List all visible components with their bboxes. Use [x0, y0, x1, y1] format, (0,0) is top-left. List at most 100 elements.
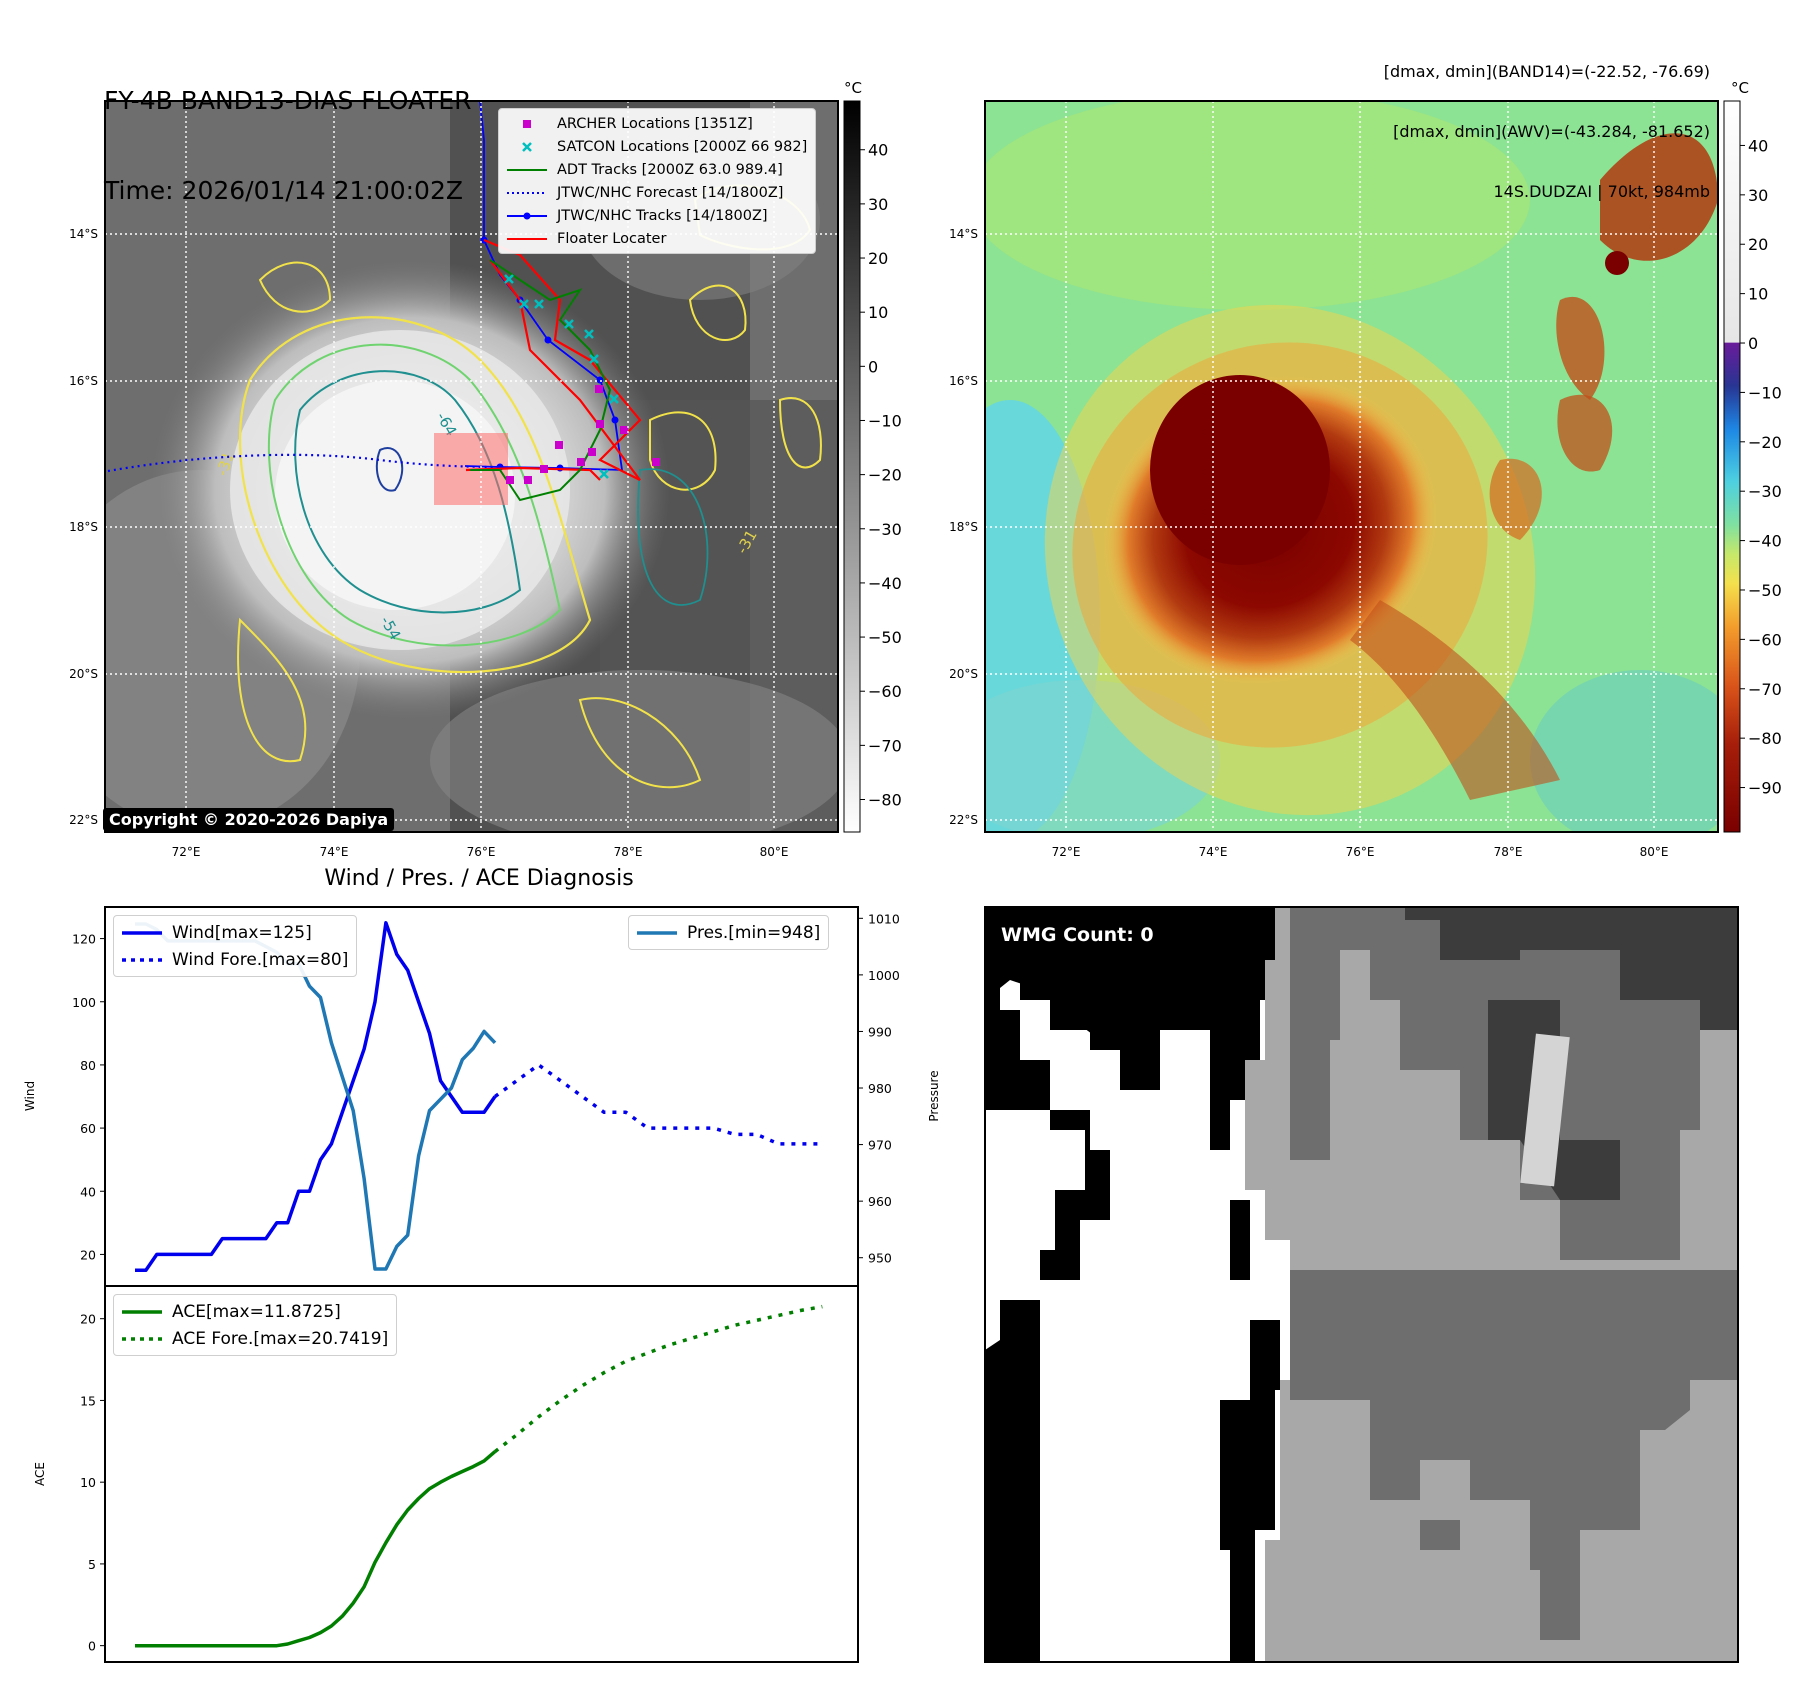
- colorbar-tick-label: 20: [1748, 235, 1768, 254]
- y2-tick-label: 1000: [868, 968, 900, 983]
- wmg-panel: [984, 906, 1739, 1663]
- pressure-axis-label: Pressure: [927, 1070, 941, 1121]
- legend-item-floater: Floater Locater: [505, 227, 807, 250]
- awv-colorbar: °C 40 30 20 10 0 −10 −20 −30 −40 −50 −60 −70 −80 −90: [1723, 79, 1782, 833]
- colorbar-tick-label: −70: [868, 736, 902, 755]
- legend-item-adt: ADT Tracks [2000Z 63.0 989.4]: [505, 158, 807, 181]
- wind-axis-label: Wind: [23, 1081, 37, 1111]
- figure-title-block: FY-4B BAND13-DIAS FLOATER Time: 2026/01/…: [104, 26, 472, 236]
- colorbar-tick-label: −90: [1748, 779, 1782, 798]
- colorbar-tick-label: −80: [1748, 729, 1782, 748]
- wind-legend: Wind[max=125] Wind Fore.[max=80]: [113, 915, 358, 977]
- series-line: [135, 921, 497, 1272]
- y2-tick-label: 950: [868, 1251, 892, 1266]
- lat-label: 22°S: [69, 813, 98, 827]
- colorbar-tick-label: 40: [1748, 136, 1768, 155]
- colorbar-tick-label: 30: [868, 195, 888, 214]
- awv-minmax: [dmax, dmin](AWV)=(-43.284, -81.652): [1393, 122, 1710, 141]
- y-tick-label: 5: [88, 1557, 96, 1572]
- legend-label: JTWC/NHC Forecast [14/1800Z]: [557, 184, 784, 201]
- lat-label: 20°S: [69, 667, 98, 681]
- colorbar-tick-label: −30: [1748, 482, 1782, 501]
- colorbar-tick-label: −10: [1748, 383, 1782, 402]
- ace-axis-label: ACE: [33, 1462, 47, 1486]
- legend-label: JTWC/NHC Tracks [14/1800Z]: [557, 207, 768, 224]
- lat-label: 14°S: [949, 227, 978, 241]
- ace-chart: 0 5 10 15 20 ACE: [33, 1285, 859, 1663]
- colorbar-tick-label: 10: [1748, 285, 1768, 304]
- ir-colorbar: °C 40 30 20 10 0 −10 −20 −30 −40 −50 −60 −70 −80: [843, 79, 902, 833]
- y-tick-label: 40: [80, 1184, 96, 1199]
- y-tick-label: 100: [72, 995, 96, 1010]
- legend-label: Wind Fore.[max=80]: [172, 949, 349, 970]
- figure-title: FY-4B BAND13-DIAS FLOATER: [104, 86, 472, 115]
- colorbar-tick-label: 0: [1748, 334, 1758, 353]
- lon-label: 76°E: [467, 845, 496, 859]
- legend-item-satcon: SATCON Locations [2000Z 66 982]: [505, 135, 807, 158]
- colorbar-tick-label: −40: [1748, 532, 1782, 551]
- colorbar-tick-label: −10: [868, 411, 902, 430]
- colorbar-tick-label: −30: [868, 520, 902, 539]
- lon-label: 80°E: [1640, 845, 1669, 859]
- legend-label: SATCON Locations [2000Z 66 982]: [557, 138, 808, 155]
- ir-lat-labels: 14°S 16°S 18°S 20°S 22°S: [69, 227, 98, 827]
- legend-label: ADT Tracks [2000Z 63.0 989.4]: [557, 161, 783, 178]
- storm-info-block: [dmax, dmin](BAND14)=(-22.52, -76.69) [d…: [1384, 22, 1710, 222]
- awv-lon-labels: 72°E 74°E 76°E 78°E 80°E: [1052, 845, 1669, 859]
- lat-label: 14°S: [69, 227, 98, 241]
- series-line: [135, 1450, 497, 1648]
- colorbar-tick-label: −20: [868, 466, 902, 485]
- y-tick-label: 80: [80, 1058, 96, 1073]
- lat-label: 18°S: [949, 520, 978, 534]
- lon-label: 78°E: [614, 845, 643, 859]
- series-line: [493, 1304, 823, 1453]
- legend-item-wind: Wind[max=125]: [120, 919, 348, 946]
- wmg-count-badge: WMG Count: 0: [994, 920, 1161, 950]
- colorbar-tick-label: 0: [868, 357, 878, 376]
- lon-label: 72°E: [1052, 845, 1081, 859]
- ace-legend: ACE[max=11.8725] ACE Fore.[max=20.7419]: [113, 1294, 398, 1356]
- colorbar-tick-label: −60: [1748, 630, 1782, 649]
- legend-item-archer: ARCHER Locations [1351Z]: [505, 112, 807, 135]
- colorbar-tick-label: 40: [868, 141, 888, 160]
- colorbar-tick-label: −50: [1748, 581, 1782, 600]
- y2-tick-label: 980: [868, 1081, 892, 1096]
- colorbar-tick-label: −70: [1748, 680, 1782, 699]
- y-tick-label: 15: [80, 1393, 96, 1408]
- y-tick-label: 0: [88, 1639, 96, 1654]
- colorbar-tick-label: −20: [1748, 433, 1782, 452]
- legend-label: ACE Fore.[max=20.7419]: [172, 1328, 389, 1349]
- awv-gridlines: [985, 101, 1718, 832]
- series-line: [493, 1063, 823, 1146]
- y-tick-label: 120: [72, 932, 96, 947]
- legend-item-tracks: JTWC/NHC Tracks [14/1800Z]: [505, 204, 807, 227]
- colorbar-tick-label: 10: [868, 303, 888, 322]
- awv-map-panel: 14°S 16°S 18°S 20°S 22°S 72°E 74°E 76°E …: [949, 100, 1719, 859]
- lon-label: 74°E: [320, 845, 349, 859]
- lat-label: 20°S: [949, 667, 978, 681]
- colorbar-unit: °C: [1731, 79, 1749, 97]
- copyright-badge: Copyright © 2020-2026 Dapiya: [103, 808, 395, 831]
- y-tick-label: 60: [80, 1121, 96, 1136]
- legend-item-ace: ACE[max=11.8725]: [120, 1298, 388, 1325]
- legend-item-ace-forecast: ACE Fore.[max=20.7419]: [120, 1325, 388, 1352]
- y2-tick-label: 970: [868, 1138, 892, 1153]
- band14-minmax: [dmax, dmin](BAND14)=(-22.52, -76.69): [1383, 62, 1710, 81]
- legend-label: Wind[max=125]: [172, 922, 312, 943]
- lat-label: 16°S: [949, 374, 978, 388]
- colorbar-tick-label: −50: [868, 628, 902, 647]
- y2-tick-label: 960: [868, 1194, 892, 1209]
- legend-label: Floater Locater: [557, 230, 667, 247]
- legend-label: ACE[max=11.8725]: [172, 1301, 341, 1322]
- lon-label: 78°E: [1494, 845, 1523, 859]
- lat-label: 18°S: [69, 520, 98, 534]
- lon-label: 72°E: [172, 845, 201, 859]
- colorbar-tick-label: −60: [868, 682, 902, 701]
- y2-tick-label: 1010: [868, 911, 900, 926]
- storm-id-intensity: 14S.DUDZAI | 70kt, 984mb: [1493, 182, 1711, 201]
- legend-label: Pres.[min=948]: [687, 922, 821, 943]
- legend-item-pressure: Pres.[min=948]: [635, 919, 820, 946]
- map-legend: ARCHER Locations [1351Z] SATCON Location…: [498, 108, 817, 254]
- y-tick-label: 10: [80, 1475, 96, 1490]
